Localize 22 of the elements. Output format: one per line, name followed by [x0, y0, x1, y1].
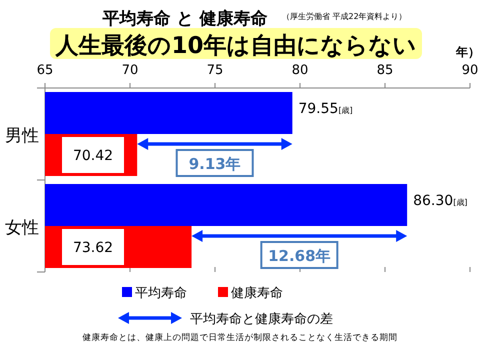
x-tick-label: 65 — [36, 63, 54, 78]
legend-label: 健康寿命 — [231, 286, 283, 301]
data-label: 70.42 — [72, 148, 114, 164]
data-label: 73.62 — [72, 240, 114, 256]
annotation: 9.13年 — [188, 155, 241, 173]
x-tick-label: 90 — [462, 63, 478, 78]
data-label: 86.30[歳] — [413, 193, 468, 209]
x-tick-label: 85 — [376, 63, 394, 78]
text: （厚生労働省 平成22年資料より） — [282, 12, 407, 21]
x-tick-label: 75 — [206, 63, 224, 78]
x-tick-label: 70 — [122, 63, 138, 78]
data-label: 79.55[歳] — [298, 101, 353, 117]
chart-title: 平均寿命 と 健康寿命 — [102, 9, 268, 29]
legend-label: 平均寿命 — [135, 286, 187, 301]
text: 健康寿命とは、健康上の問題で日常生活が制限されることなく生活できる期間 — [82, 332, 398, 343]
annotation: 12.68年 — [268, 247, 331, 265]
y-tick-label: 女性 — [5, 218, 39, 238]
chart-subtitle: 人生最後の10年は自由にならない — [54, 33, 417, 59]
text: 平均寿命と健康寿命の差 — [190, 312, 333, 327]
y-tick-label: 男性 — [5, 126, 39, 146]
x-tick-label: 80 — [292, 63, 308, 78]
x-axis-title: 年） — [455, 45, 480, 59]
